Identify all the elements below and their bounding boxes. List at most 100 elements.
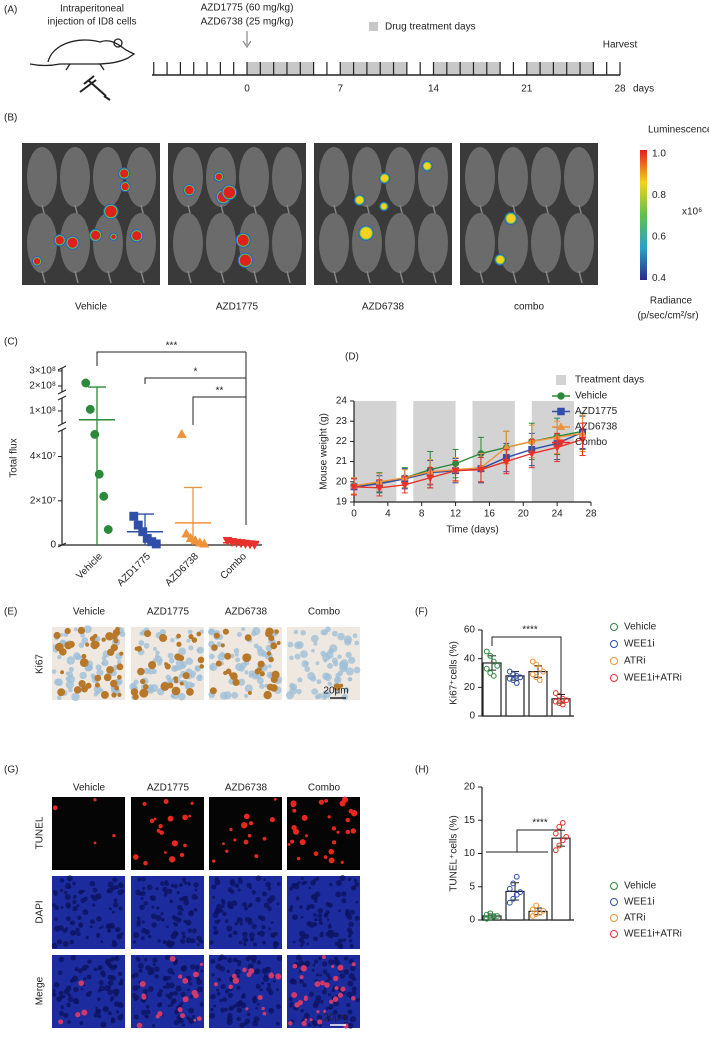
image-dot [222,911,227,917]
y-tick-label: 4×10⁷ [30,451,57,462]
image-dot [313,851,319,857]
image-dot [179,897,184,902]
image-dot [120,932,124,936]
y-tick-label: 40 [464,653,476,664]
image-dot [152,647,157,651]
image-dot [350,828,356,834]
image-dot [293,828,299,835]
image-dot [307,672,316,681]
panel-label: (H) [415,765,429,776]
arrow [242,31,252,49]
image-dot [57,688,66,697]
image-dot [182,996,189,1003]
image-dot [228,984,233,990]
image-dot [274,629,279,634]
image-dot [331,826,337,831]
image-dot [195,976,200,981]
image-dot [299,839,306,846]
image-dot [217,653,225,661]
image-dot [263,690,272,700]
image-dot [326,1016,330,1020]
image-dot [354,915,360,921]
image-dot [194,964,200,971]
image-dot [328,857,335,864]
y-tick-label: 60 [464,625,476,636]
mouse [126,213,156,273]
marker [559,820,566,826]
image-dot [79,658,89,667]
image-dot [212,859,216,863]
image-dot [190,801,194,805]
merge-image [131,954,204,1029]
merge-image [209,954,283,1028]
image-dot [300,944,304,948]
ihc-image [285,626,361,701]
tail [366,270,371,284]
image-dot [236,917,243,924]
marker [557,407,565,416]
image-dot [345,817,351,823]
image-dot [196,646,204,654]
image-dot [160,682,170,691]
image-dot [57,654,62,660]
marker [610,657,618,665]
image-dot [296,856,301,861]
marker [610,674,618,682]
image-dot [169,899,174,904]
image-dot [194,665,202,672]
marker [529,658,536,665]
image-dot [81,964,88,971]
image-dot [113,638,119,644]
image-dot [185,657,194,665]
signal [381,203,387,210]
y-tick-label: 0 [469,915,475,926]
image-label: Vehicle [73,783,106,794]
mouse [272,147,302,207]
colorbar-tick: 1.0 [652,149,666,160]
image-dot [237,974,240,978]
image-dot [145,1009,151,1015]
image-dot [187,928,193,933]
image-dot [228,933,233,938]
marker [502,458,511,466]
image-dot [222,997,227,1002]
image-dot [211,884,217,890]
image-dot [185,919,192,926]
image-dot [149,818,155,824]
image-dot [178,974,183,979]
image-dot [270,684,278,692]
image-dot [169,657,175,664]
marker [506,675,513,682]
mouse [60,147,90,207]
image-dot [329,882,333,887]
image-dot [331,988,336,993]
image-dot [142,801,147,806]
image-dot [65,903,71,909]
image-dot [333,661,339,667]
image-dot [174,922,179,927]
y-tick-label: 5 [469,881,475,892]
image-dot [242,936,248,942]
marker [94,469,104,479]
image-dot [288,997,293,1002]
image-dot [156,906,160,910]
image-dot [176,633,181,639]
image-dot [242,653,252,663]
image-dot [107,929,111,933]
image-dot [180,965,187,972]
image-dot [116,663,124,671]
image-dot [323,912,329,918]
signal [237,234,249,246]
image-dot [317,913,323,919]
image-dot [236,985,241,990]
image-dot [268,635,275,642]
image-dot [299,905,303,909]
scale-bar-label: 20μm [323,1013,348,1024]
image-dot [211,644,218,651]
significance: ** [216,386,224,397]
image-dot [133,932,140,939]
image-dot [248,821,254,826]
image-dot [307,1023,312,1027]
marker [559,695,566,702]
image-dot [178,883,183,888]
